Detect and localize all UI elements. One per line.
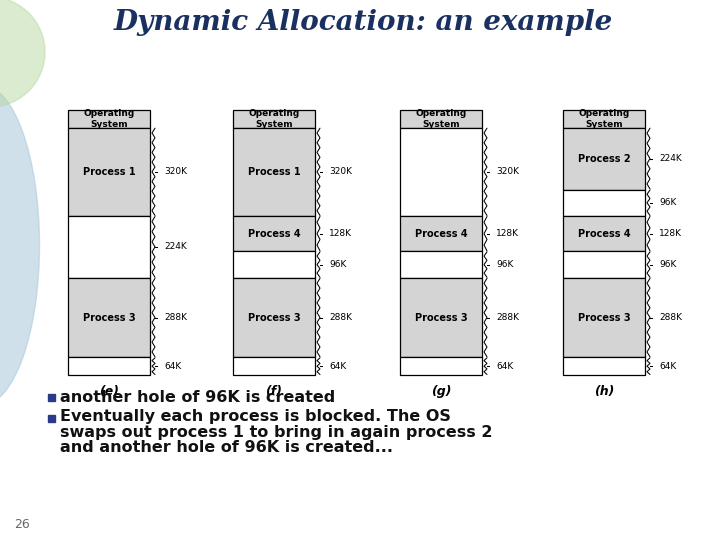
Bar	[68, 357, 150, 375]
Text: 128K: 128K	[659, 229, 682, 238]
Bar	[563, 278, 645, 357]
Text: 224K: 224K	[659, 154, 682, 163]
Bar	[233, 251, 315, 278]
Text: Process 4: Process 4	[248, 228, 300, 239]
Bar	[233, 357, 315, 375]
Ellipse shape	[0, 85, 40, 405]
Text: (h): (h)	[594, 384, 614, 397]
Text: (f): (f)	[266, 384, 282, 397]
Bar	[233, 216, 315, 251]
Text: 288K: 288K	[659, 313, 682, 322]
Text: 64K: 64K	[659, 362, 676, 370]
Bar	[233, 127, 315, 216]
Text: 128K: 128K	[329, 229, 352, 238]
Text: Process 1: Process 1	[83, 167, 135, 177]
Bar	[563, 190, 645, 216]
Text: Process 1: Process 1	[248, 167, 300, 177]
Text: Process 3: Process 3	[83, 313, 135, 322]
Text: 224K: 224K	[164, 242, 186, 252]
Bar	[400, 110, 482, 127]
Bar	[233, 110, 315, 127]
Bar	[563, 251, 645, 278]
Text: Process 3: Process 3	[248, 313, 300, 322]
Text: Operating
System: Operating System	[415, 109, 467, 129]
Text: 128K: 128K	[496, 229, 519, 238]
Bar	[233, 278, 315, 357]
Text: and another hole of 96K is created...: and another hole of 96K is created...	[60, 440, 393, 455]
Text: 288K: 288K	[329, 313, 352, 322]
Text: (e): (e)	[99, 384, 119, 397]
Text: 96K: 96K	[659, 260, 676, 269]
Text: 320K: 320K	[164, 167, 187, 177]
Bar	[48, 415, 55, 422]
Bar	[68, 216, 150, 278]
Text: Process 3: Process 3	[415, 313, 467, 322]
Text: Process 4: Process 4	[415, 228, 467, 239]
Bar	[563, 110, 645, 127]
Text: 96K: 96K	[329, 260, 346, 269]
Text: another hole of 96K is created: another hole of 96K is created	[60, 389, 336, 404]
Bar	[563, 216, 645, 251]
Text: Operating
System: Operating System	[84, 109, 135, 129]
Text: Dynamic Allocation: an example: Dynamic Allocation: an example	[113, 9, 613, 36]
Text: (g): (g)	[431, 384, 451, 397]
Text: 26: 26	[14, 518, 30, 531]
Bar	[48, 394, 55, 401]
Bar	[68, 127, 150, 216]
Text: Process 4: Process 4	[577, 228, 630, 239]
Text: 64K: 64K	[496, 362, 513, 370]
Text: 288K: 288K	[164, 313, 187, 322]
Text: 64K: 64K	[329, 362, 346, 370]
Text: 288K: 288K	[496, 313, 519, 322]
Bar	[400, 216, 482, 251]
Text: swaps out process 1 to bring in again process 2: swaps out process 1 to bring in again pr…	[60, 424, 492, 440]
Bar	[400, 278, 482, 357]
Text: 64K: 64K	[164, 362, 181, 370]
Text: Eventually each process is blocked. The OS: Eventually each process is blocked. The …	[60, 409, 451, 424]
Bar	[563, 127, 645, 190]
Bar	[400, 127, 482, 216]
Ellipse shape	[0, 0, 45, 107]
Bar	[68, 278, 150, 357]
Bar	[400, 357, 482, 375]
Text: Operating
System: Operating System	[248, 109, 300, 129]
Text: 96K: 96K	[659, 198, 676, 207]
Text: Process 3: Process 3	[577, 313, 630, 322]
Text: 96K: 96K	[496, 260, 513, 269]
Bar	[68, 110, 150, 127]
Bar	[400, 251, 482, 278]
Text: 320K: 320K	[496, 167, 519, 177]
Text: 320K: 320K	[329, 167, 352, 177]
Text: Process 2: Process 2	[577, 153, 630, 164]
Text: Operating
System: Operating System	[578, 109, 629, 129]
Bar	[563, 357, 645, 375]
